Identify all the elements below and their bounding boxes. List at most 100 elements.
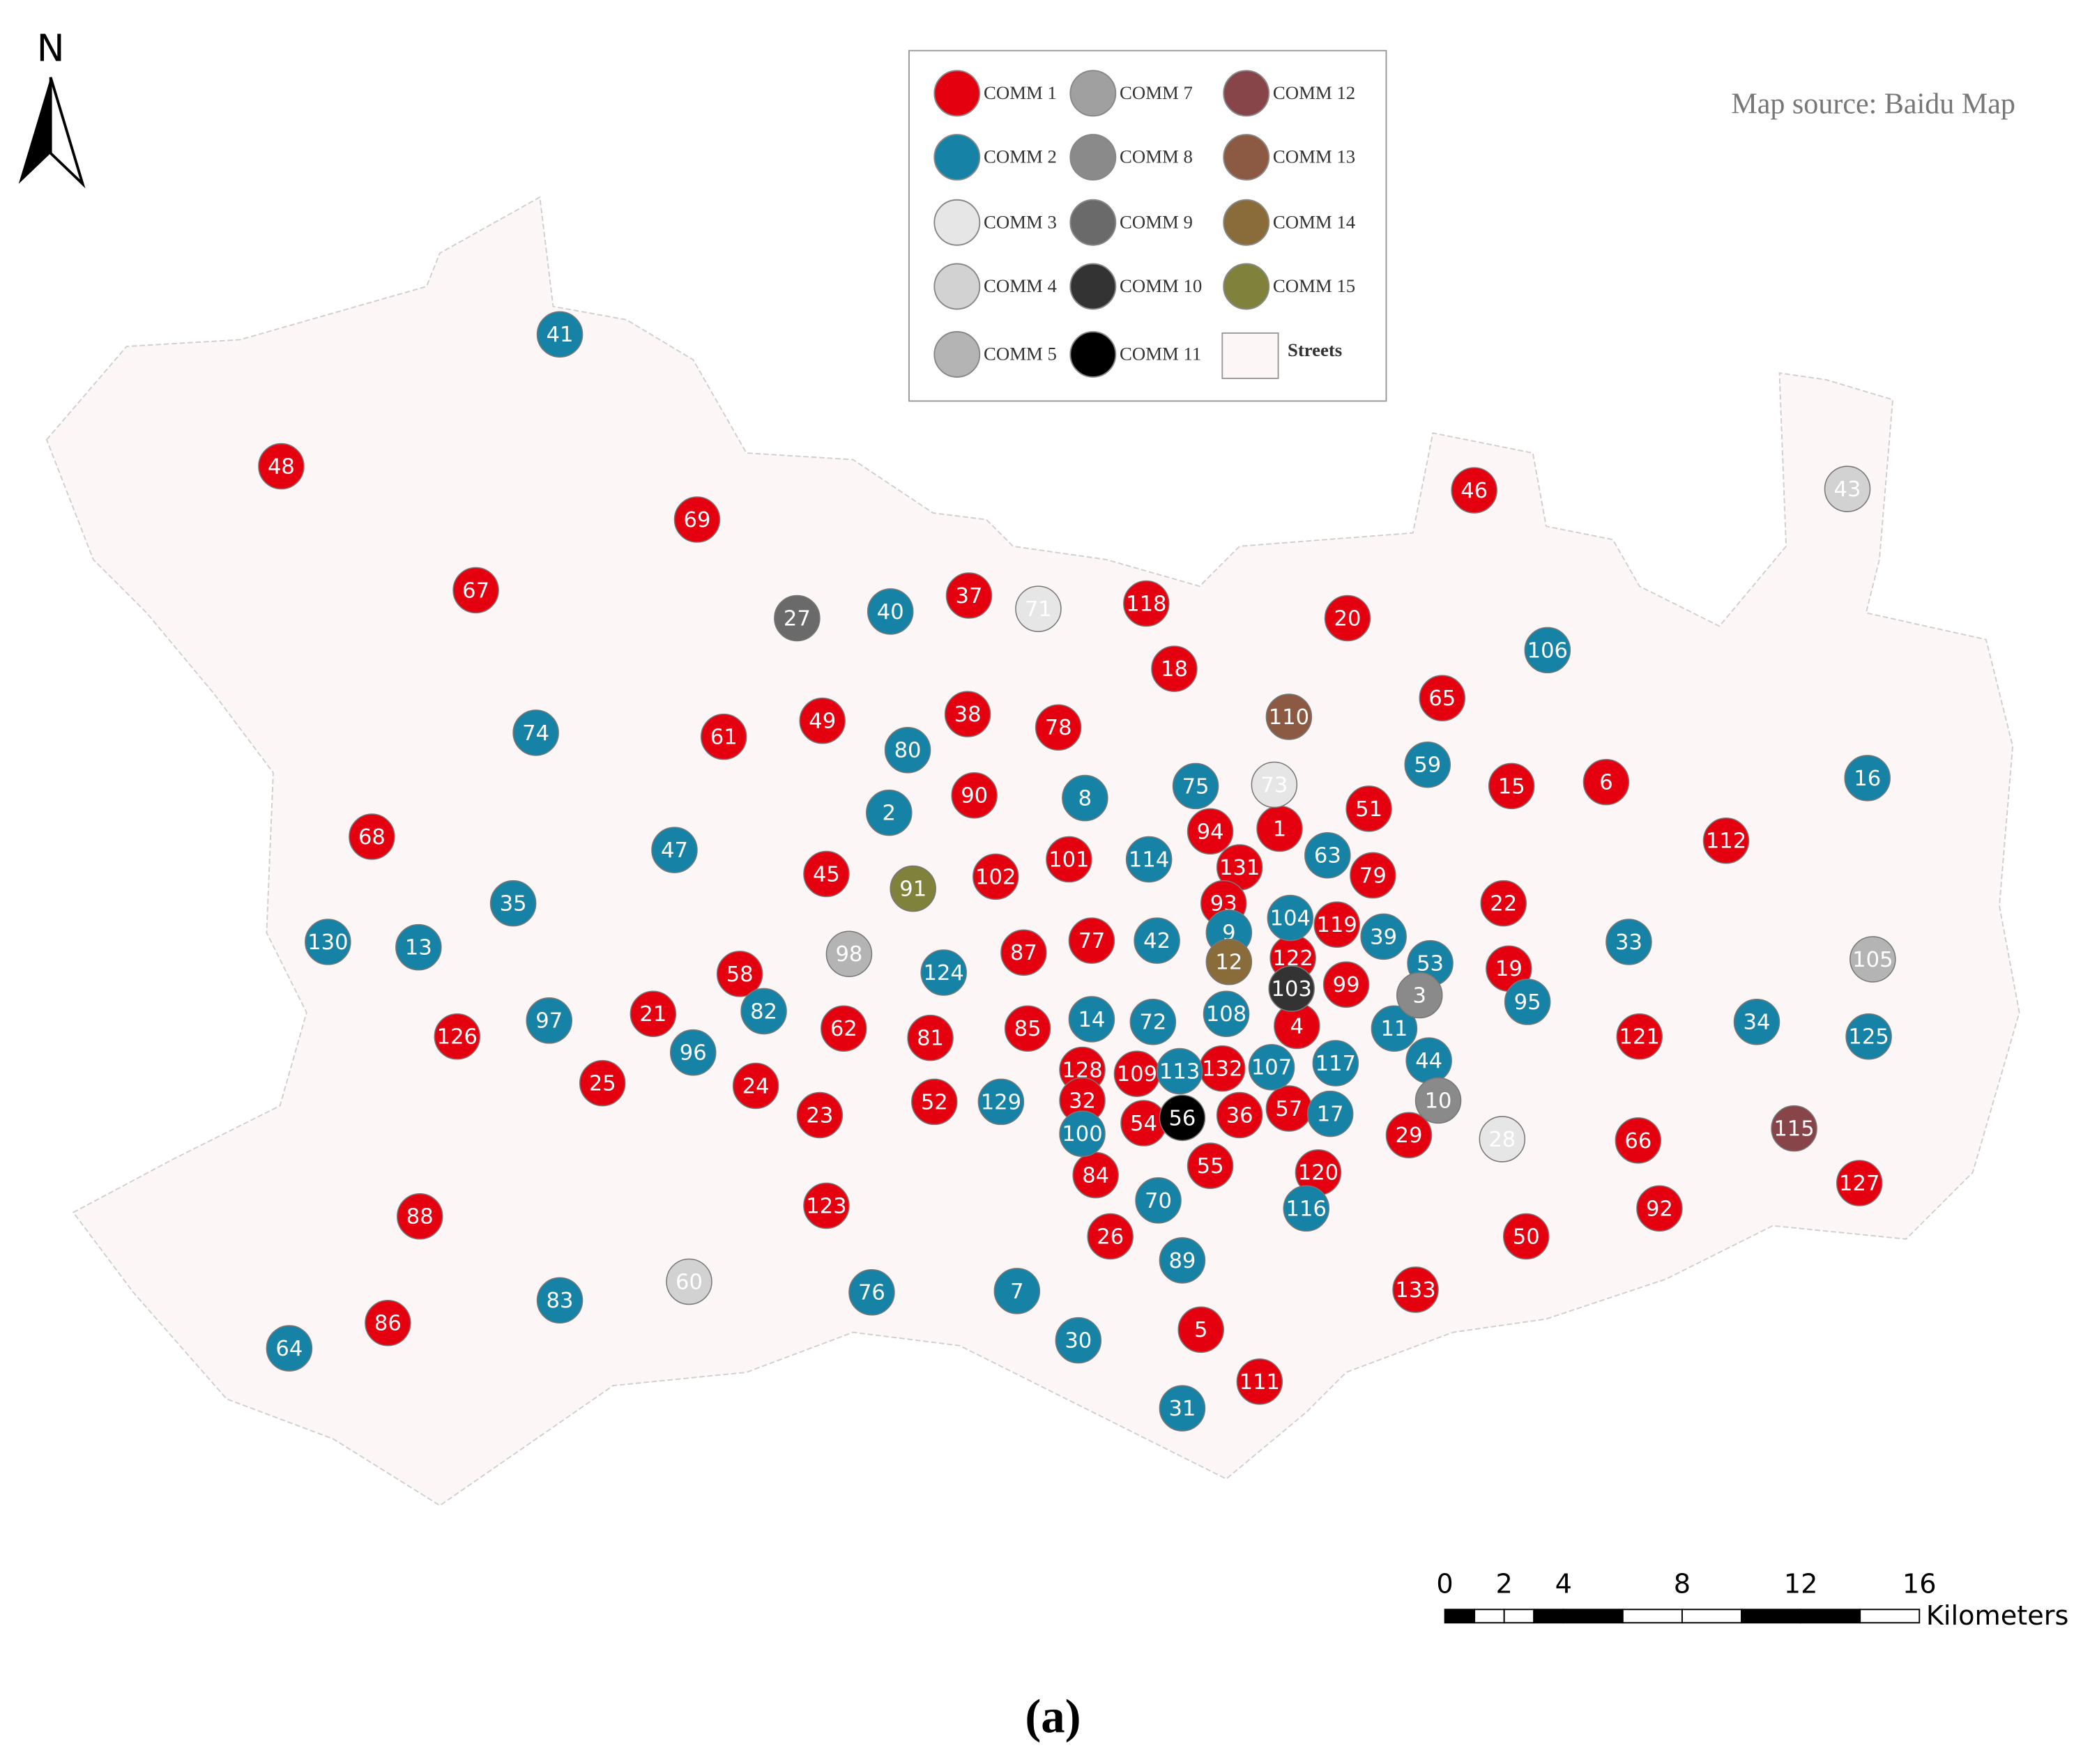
community-node: 94 (1187, 808, 1234, 855)
node-label: 76 (858, 1281, 885, 1305)
node-circle (1524, 627, 1571, 674)
community-node: 56 (1159, 1094, 1206, 1142)
node-circle (1836, 1160, 1883, 1206)
node-label: 81 (917, 1027, 944, 1051)
community-node: 23 (796, 1091, 844, 1139)
node-label: 78 (1045, 716, 1072, 740)
node-circle (395, 923, 442, 971)
community-node: 67 (452, 567, 499, 614)
node-label: 114 (1129, 848, 1169, 872)
node-label: 8 (1078, 786, 1092, 811)
node-circle (1216, 1091, 1263, 1139)
community-node: 120 (1295, 1149, 1342, 1196)
community-node: 6 (1582, 758, 1630, 806)
node-label: 53 (1417, 952, 1444, 976)
map-source: Map source: Baidu Map (1731, 89, 2015, 121)
node-label: 11 (1380, 1017, 1408, 1041)
node-label: 80 (894, 739, 922, 763)
community-node: 70 (1135, 1177, 1182, 1224)
node-circle (1172, 762, 1219, 810)
node-circle (1268, 965, 1315, 1012)
node-circle (1385, 1112, 1433, 1158)
node-label: 82 (750, 999, 777, 1024)
community-node: 133 (1392, 1266, 1439, 1313)
community-node: 77 (1068, 917, 1115, 964)
node-label: 105 (1852, 948, 1893, 972)
node-circle (1134, 917, 1180, 964)
legend-label: COMM 7 (1120, 82, 1193, 103)
node-label: 62 (830, 1017, 857, 1041)
node-label: 55 (1197, 1154, 1224, 1179)
node-circle (305, 919, 351, 965)
legend-swatch (933, 331, 981, 378)
legend-swatch (1221, 332, 1279, 379)
community-node: 74 (512, 710, 559, 756)
community-node: 29 (1385, 1112, 1433, 1158)
node-circle (1205, 938, 1253, 985)
community-node: 49 (799, 697, 846, 744)
scale-tick-label: 0 (1436, 1569, 1453, 1600)
community-node: 2 (866, 789, 913, 836)
node-circle (1251, 761, 1298, 808)
node-circle (1488, 762, 1535, 810)
scale-segment (1562, 1609, 1624, 1624)
community-node: 102 (972, 853, 1019, 900)
node-label: 23 (806, 1103, 833, 1128)
community-node: 106 (1524, 627, 1571, 674)
legend-swatch (1223, 199, 1270, 246)
community-node: 113 (1156, 1048, 1203, 1095)
legend-label: COMM 13 (1273, 146, 1355, 167)
community-node: 55 (1187, 1142, 1234, 1189)
legend-label: COMM 11 (1120, 344, 1201, 365)
node-circle (1129, 998, 1177, 1045)
node-label: 119 (1317, 913, 1357, 937)
node-label: 56 (1168, 1106, 1196, 1130)
node-label: 30 (1065, 1329, 1092, 1353)
node-label: 72 (1139, 1011, 1166, 1035)
node-label: 117 (1315, 1052, 1356, 1076)
node-circle (673, 496, 721, 543)
node-label: 116 (1286, 1197, 1327, 1221)
community-node: 71 (1015, 585, 1062, 632)
node-label: 51 (1355, 797, 1382, 822)
legend-label: COMM 5 (984, 344, 1057, 365)
node-circle (1404, 742, 1451, 788)
node-circle (1177, 1306, 1224, 1353)
community-node: 48 (258, 443, 305, 490)
node-circle (1479, 1116, 1526, 1163)
node-label: 79 (1359, 864, 1387, 888)
node-label: 96 (680, 1041, 707, 1066)
community-node: 132 (1199, 1045, 1246, 1092)
node-circle (1582, 758, 1630, 806)
community-node: 43 (1824, 466, 1871, 512)
legend-swatch (933, 263, 981, 310)
node-circle (867, 588, 914, 635)
node-label: 123 (806, 1194, 846, 1218)
community-node: 59 (1404, 742, 1451, 788)
node-circle (1849, 936, 1896, 983)
node-circle (1451, 467, 1497, 514)
node-label: 7 (1010, 1280, 1023, 1304)
community-node: 108 (1203, 990, 1250, 1038)
node-label: 100 (1062, 1122, 1102, 1146)
community-node: 66 (1615, 1117, 1662, 1164)
community-node: 119 (1313, 901, 1360, 948)
node-label: 28 (1488, 1128, 1516, 1152)
node-circle (1000, 929, 1047, 976)
node-circle (1312, 1040, 1359, 1087)
node-circle (1015, 585, 1062, 632)
community-node: 114 (1125, 836, 1173, 883)
node-circle (630, 990, 677, 1038)
community-node: 58 (716, 951, 763, 997)
legend-label: COMM 9 (1120, 211, 1193, 232)
node-circle (365, 1299, 411, 1347)
community-node: 35 (489, 880, 537, 927)
node-label: 86 (374, 1312, 402, 1336)
community-node: 31 (1159, 1385, 1206, 1432)
node-circle (1283, 1185, 1330, 1232)
community-node: 61 (700, 713, 747, 760)
community-node: 111 (1236, 1358, 1283, 1405)
node-label: 127 (1839, 1172, 1879, 1196)
node-label: 99 (1333, 973, 1360, 997)
node-label: 66 (1624, 1129, 1652, 1153)
